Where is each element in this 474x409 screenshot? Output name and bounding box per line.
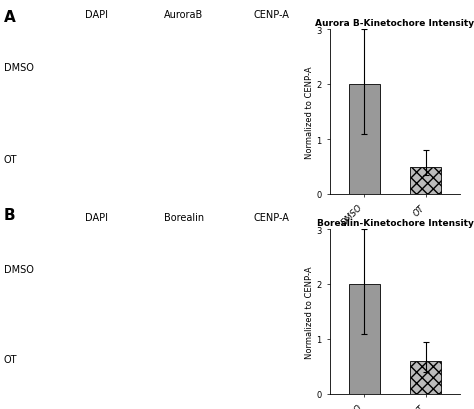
Text: AuroraB: AuroraB [164, 10, 204, 20]
Text: Borealin: Borealin [164, 213, 204, 222]
Bar [348, 85, 380, 195]
Title: Aurora B-Kinetochore Intensity: Aurora B-Kinetochore Intensity [315, 19, 474, 28]
Text: OT: OT [4, 155, 18, 164]
Bar [410, 167, 441, 195]
Bar [410, 361, 441, 394]
Text: CENP-A: CENP-A [253, 10, 289, 20]
Text: DAPI: DAPI [85, 213, 109, 222]
Text: B: B [4, 207, 16, 222]
Text: DAPI: DAPI [85, 10, 109, 20]
Bar [348, 284, 380, 394]
Text: A: A [4, 10, 16, 25]
Text: OT: OT [4, 354, 18, 364]
Y-axis label: Normalized to CENP-A: Normalized to CENP-A [304, 66, 313, 158]
Text: DMSO: DMSO [4, 63, 34, 73]
Y-axis label: Normalized to CENP-A: Normalized to CENP-A [304, 265, 313, 358]
Text: CENP-A: CENP-A [253, 213, 289, 222]
Text: DMSO: DMSO [4, 264, 34, 274]
Title: Borealin-Kinetochore Intensity: Borealin-Kinetochore Intensity [317, 218, 474, 227]
